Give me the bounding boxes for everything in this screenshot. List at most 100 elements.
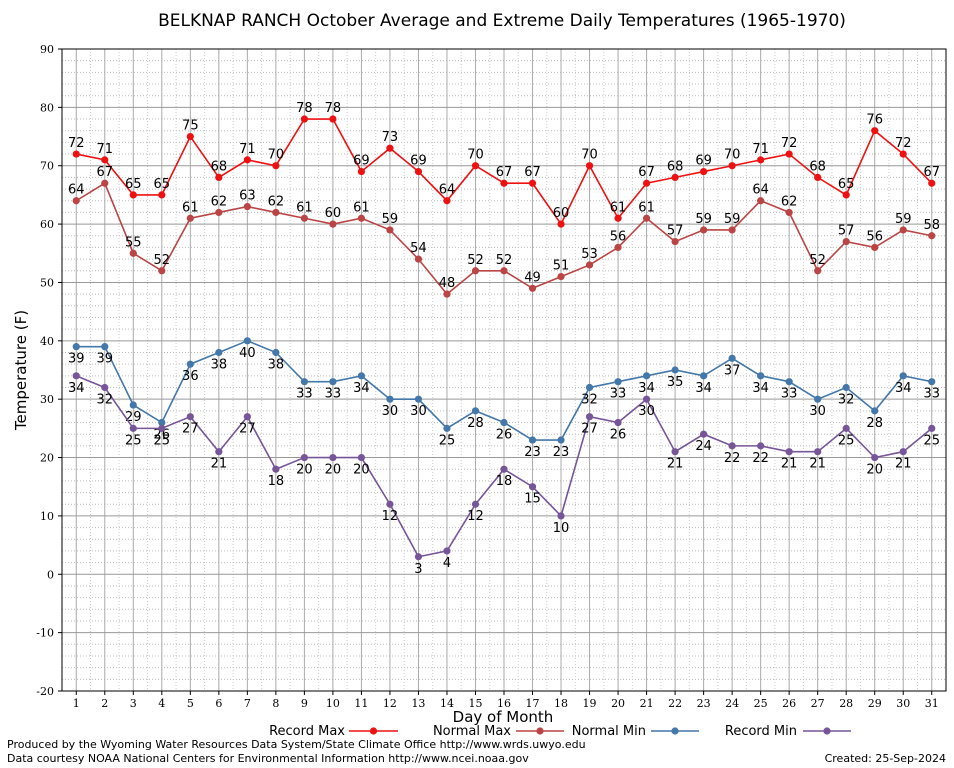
- data-label-normal-min: 32: [838, 393, 855, 408]
- data-label-record-max: 64: [439, 183, 456, 198]
- data-label-normal-min: 30: [410, 404, 427, 419]
- data-point-normal-min: [414, 395, 423, 403]
- data-label-record-min: 20: [353, 463, 370, 478]
- data-label-normal-max: 52: [467, 253, 484, 268]
- data-point-record-min: [585, 413, 594, 421]
- data-label-record-max: 70: [467, 148, 484, 163]
- data-point-record-max: [386, 144, 394, 152]
- x-tick-label: 13: [411, 697, 425, 710]
- data-label-record-min: 25: [838, 433, 855, 448]
- data-point-normal-min: [642, 372, 651, 380]
- x-tick-label: 1: [73, 697, 80, 710]
- data-label-normal-min: 28: [866, 416, 883, 431]
- x-tick-label: 27: [811, 697, 825, 710]
- data-point-normal-max: [871, 243, 879, 252]
- data-point-normal-max: [243, 202, 251, 211]
- data-point-record-min: [215, 448, 223, 456]
- data-point-normal-min: [871, 407, 879, 415]
- x-tick-label: 31: [925, 697, 939, 710]
- x-tick-label: 25: [754, 697, 768, 710]
- data-point-record-max: [243, 156, 251, 164]
- data-point-normal-max: [300, 214, 308, 222]
- data-point-record-max: [357, 167, 366, 176]
- legend-item-normal-max: Normal Max: [433, 724, 564, 739]
- footer-data-courtesy: Data courtesy NOAA National Centers for …: [7, 752, 529, 765]
- data-point-normal-min: [728, 354, 736, 362]
- legend: Record Max Normal Max Normal Min Record Min: [269, 724, 851, 739]
- data-point-normal-min: [186, 360, 194, 368]
- legend-marker-record-min: [823, 727, 831, 735]
- data-label-record-max: 68: [667, 159, 684, 174]
- data-label-normal-max: 56: [610, 229, 627, 244]
- data-point-record-min: [785, 448, 793, 456]
- data-label-record-min: 25: [923, 433, 940, 448]
- data-label-record-max: 71: [97, 142, 114, 157]
- data-point-normal-max: [899, 226, 907, 234]
- data-point-normal-min: [814, 395, 822, 403]
- data-label-normal-max: 48: [439, 276, 456, 291]
- data-point-record-max: [928, 179, 936, 187]
- data-point-record-max: [557, 220, 565, 228]
- x-tick-label: 24: [725, 697, 739, 710]
- data-label-record-min: 12: [382, 509, 399, 524]
- data-label-record-max: 76: [866, 113, 883, 128]
- x-tick-label: 28: [839, 697, 853, 710]
- data-point-normal-min: [842, 383, 850, 392]
- data-label-normal-min: 33: [325, 387, 342, 402]
- data-label-normal-min: 39: [97, 352, 114, 367]
- data-label-normal-max: 52: [809, 253, 826, 268]
- data-point-normal-max: [585, 261, 594, 269]
- data-point-normal-max: [928, 232, 936, 240]
- data-point-record-min: [842, 424, 850, 432]
- legend-marker-normal-max: [536, 727, 544, 735]
- data-label-record-min: 4: [443, 556, 451, 571]
- data-point-normal-min: [158, 418, 166, 427]
- data-point-record-min: [528, 483, 537, 491]
- data-label-normal-max: 58: [923, 218, 940, 233]
- data-label-normal-min: 26: [496, 428, 513, 443]
- x-tick-label: 5: [187, 697, 194, 710]
- data-label-normal-max: 62: [211, 194, 228, 209]
- data-point-record-min: [414, 553, 423, 561]
- data-label-normal-max: 52: [154, 253, 171, 268]
- data-label-record-max: 68: [211, 159, 228, 174]
- data-point-record-max: [443, 197, 451, 205]
- chart-title: BELKNAP RANCH October Average and Extrem…: [158, 11, 846, 31]
- data-label-normal-min: 29: [125, 410, 142, 425]
- data-label-record-min: 21: [809, 457, 826, 472]
- data-label-normal-max: 63: [239, 189, 256, 204]
- y-tick-label: 50: [40, 276, 54, 289]
- data-point-record-max: [129, 191, 137, 199]
- y-tick-label: 30: [40, 393, 54, 406]
- data-point-record-max: [300, 115, 308, 123]
- data-point-normal-min: [300, 378, 308, 386]
- data-point-normal-min: [386, 395, 394, 403]
- data-point-record-max: [272, 162, 280, 170]
- data-point-record-max: [471, 162, 480, 170]
- y-tick-label: -20: [36, 685, 54, 698]
- data-point-normal-max: [500, 267, 508, 275]
- data-label-record-max: 78: [325, 101, 342, 116]
- data-point-record-min: [300, 453, 308, 462]
- series-normal-max: 64 67 55 52 61 62 63 62 61 60 61 59 54 48 52 52 49 51 53 56…: [68, 165, 940, 298]
- data-label-record-max: 65: [125, 177, 142, 192]
- data-point-normal-min: [928, 378, 936, 386]
- data-label-record-max: 61: [610, 200, 627, 215]
- data-point-normal-min: [329, 378, 337, 386]
- data-label-normal-max: 51: [553, 259, 570, 274]
- data-label-normal-max: 57: [667, 224, 684, 239]
- data-label-normal-min: 33: [296, 387, 313, 402]
- data-label-record-max: 68: [809, 159, 826, 174]
- x-tick-label: 9: [301, 697, 308, 710]
- data-label-normal-min: 37: [724, 363, 741, 378]
- legend-label-record-min: Record Min: [725, 724, 797, 739]
- x-tick-label: 3: [130, 697, 137, 710]
- data-point-normal-min: [215, 348, 223, 357]
- data-label-normal-max: 59: [724, 212, 741, 227]
- data-label-normal-max: 59: [382, 212, 399, 227]
- data-point-normal-max: [414, 255, 423, 263]
- data-point-normal-max: [215, 208, 223, 217]
- data-point-record-min: [101, 383, 109, 392]
- data-point-normal-min: [500, 418, 508, 427]
- x-axis-title: Day of Month: [453, 708, 554, 726]
